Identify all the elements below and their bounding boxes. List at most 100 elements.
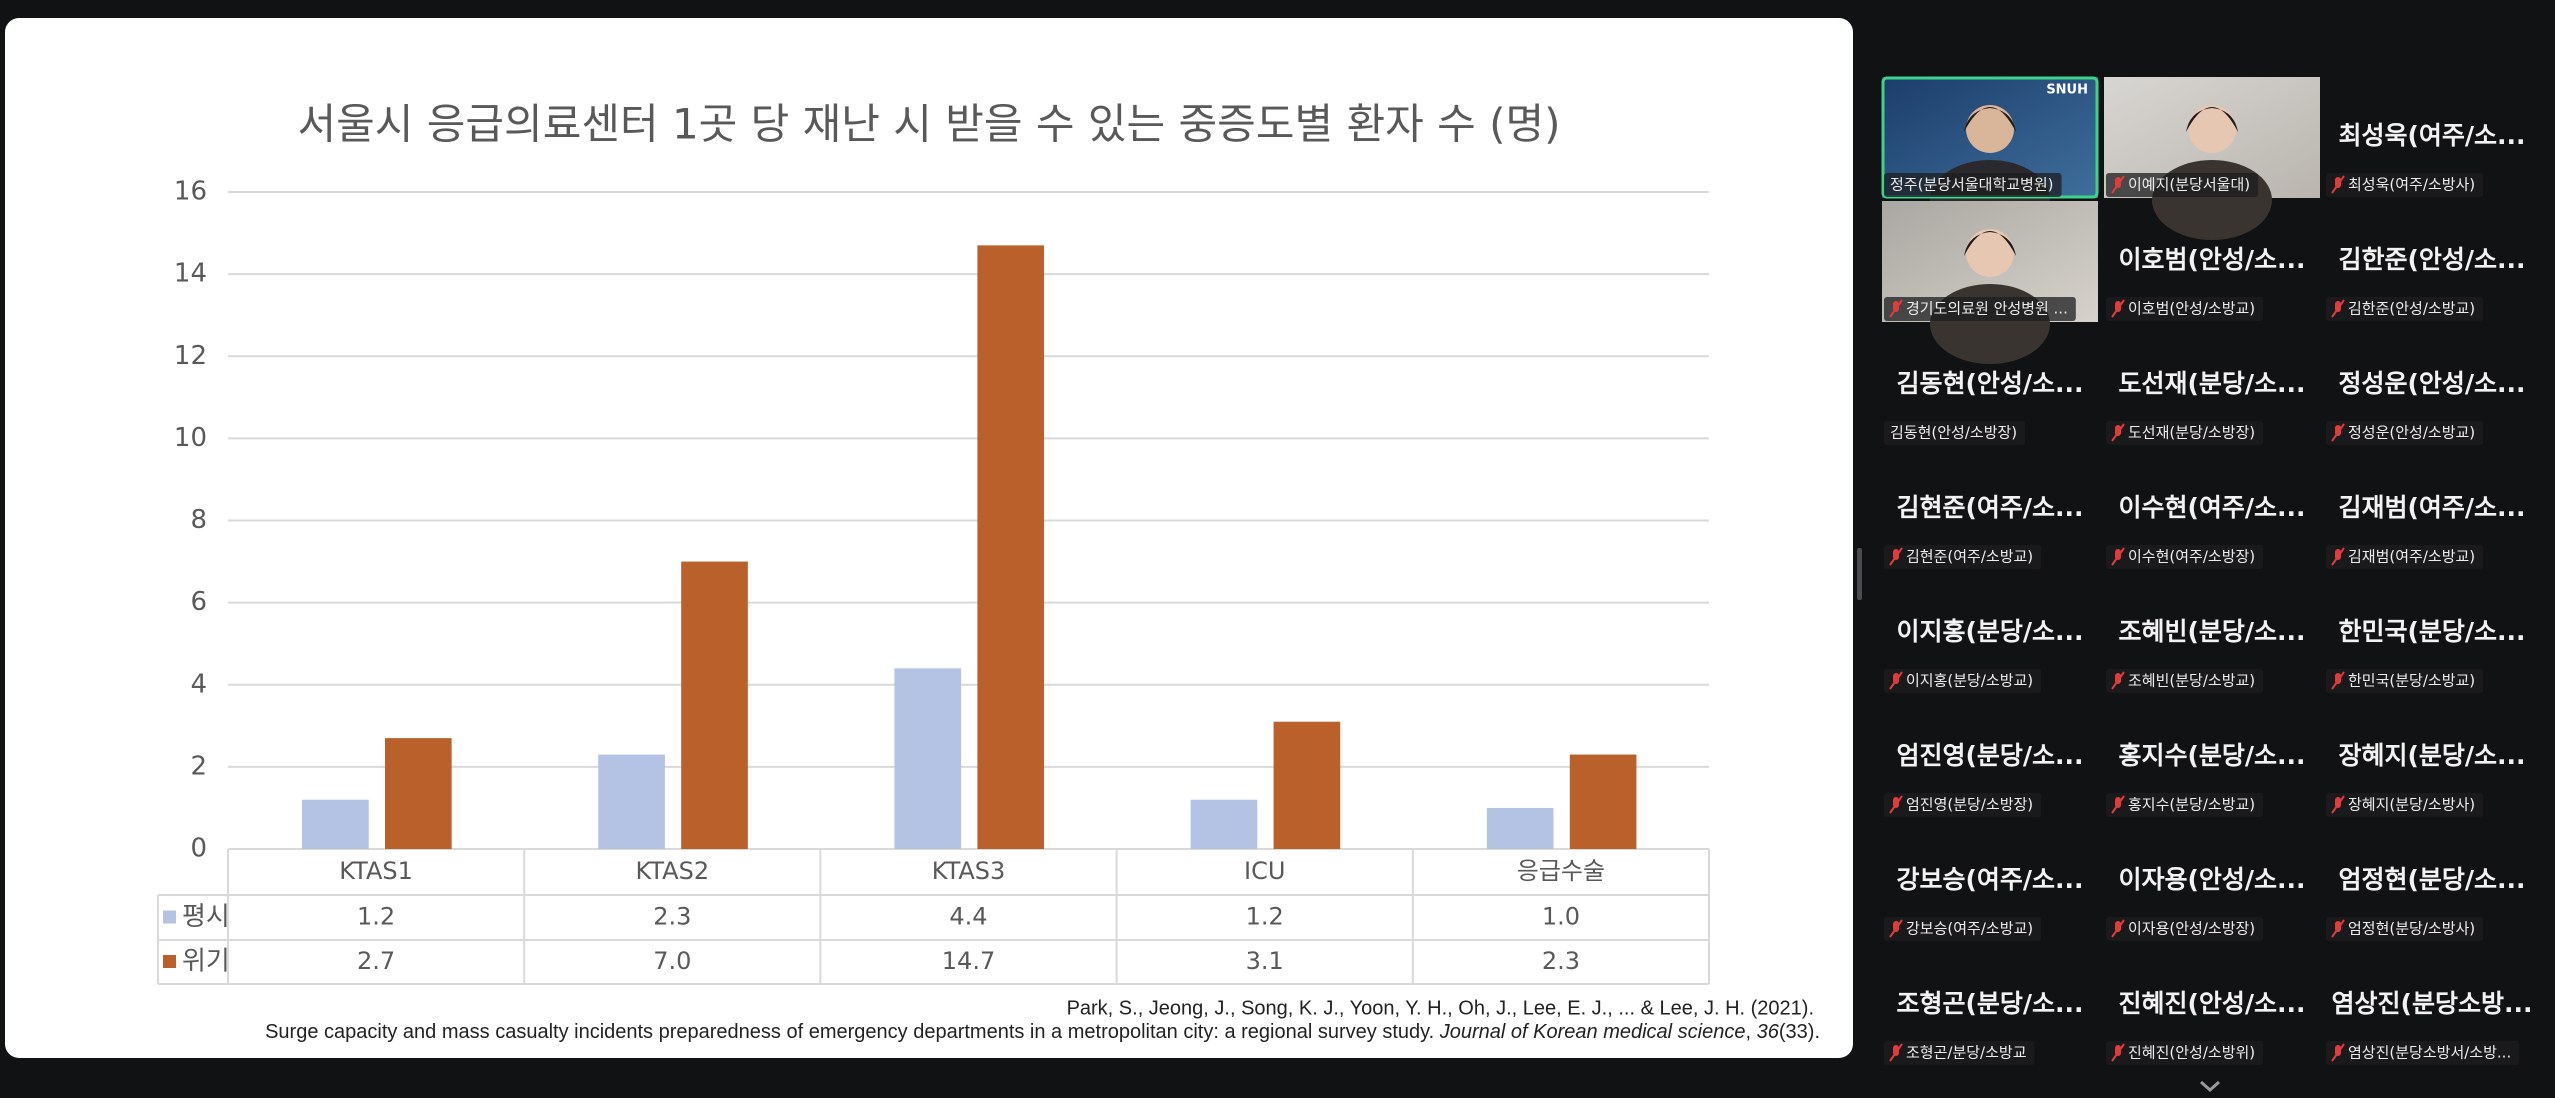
participant-tile[interactable]: 조형곤(분당/소... 조형곤/분당/소방교	[1884, 989, 2084, 1065]
participant-label: 장혜지(분당/소방사)	[2348, 796, 2475, 814]
participant-tile[interactable]: 정성운(안성/소... 정성운(안성/소방교)	[2326, 369, 2526, 445]
label-background	[2326, 669, 2484, 693]
participant-tile[interactable]: 염상진(분당소방... 염상진(분당소방서/소방...	[2326, 989, 2532, 1065]
participant-label: 정성운(안성/소방교)	[2348, 424, 2475, 442]
muted-icon	[2331, 1043, 2345, 1062]
y-tick-label: 8	[190, 505, 207, 535]
legend-swatch	[163, 910, 176, 924]
participant-tile[interactable]: 이자용(안성/소... 이자용(안성/소방장)	[2106, 865, 2306, 941]
participant-tile[interactable]: 조혜빈(분당/소... 조혜빈(분당/소방교)	[2106, 617, 2306, 693]
participant-label: 이자용(안성/소방장)	[2128, 920, 2255, 938]
participant-tile[interactable]: 이지홍(분당/소... 이지홍(분당/소방교)	[1884, 617, 2084, 693]
bar	[977, 245, 1045, 850]
data-table-value: 14.7	[942, 947, 995, 975]
participant-tile[interactable]: 김현준(여주/소... 김현준(여주/소방교)	[1884, 493, 2084, 569]
muted-icon	[2111, 175, 2125, 194]
participant-label: 엄정현(분당/소방사)	[2348, 920, 2475, 938]
bar	[302, 799, 369, 849]
label-background	[2326, 917, 2484, 941]
participant-name: 김한준(안성/소...	[2338, 245, 2525, 274]
x-tick-label: KTAS3	[932, 857, 1006, 885]
label-background	[1884, 297, 2076, 321]
muted-icon	[2111, 795, 2125, 814]
participant-tile[interactable]: 이호범(안성/소... 이호범(안성/소방교)	[2106, 245, 2306, 321]
data-table-value: 2.7	[357, 947, 395, 975]
participant-tile[interactable]: 김한준(안성/소... 김한준(안성/소방교)	[2326, 245, 2526, 321]
participant-tile[interactable]: 도선재(분당/소... 도선재(분당/소방장)	[2106, 369, 2306, 445]
label-background	[2326, 297, 2484, 321]
participant-tile[interactable]: 이수현(여주/소... 이수현(여주/소방장)	[2106, 493, 2306, 569]
participant-tile[interactable]: 김동현(안성/소... 김동현(안성/소방장)	[1884, 369, 2084, 445]
participant-name: 엄진영(분당/소...	[1896, 741, 2083, 770]
participant-label: 김동현(안성/소방장)	[1890, 424, 2017, 442]
participant-label: 이수현(여주/소방장)	[2128, 548, 2255, 566]
participant-name: 김동현(안성/소...	[1896, 369, 2083, 398]
x-tick-label: KTAS1	[339, 857, 413, 885]
participant-name: 이수현(여주/소...	[2118, 493, 2305, 522]
label-background	[2106, 421, 2264, 445]
label-background	[1884, 173, 2062, 197]
muted-icon	[2331, 671, 2345, 690]
participant-tile[interactable]: 경기도의료원 안성병원 ...	[1882, 201, 2098, 364]
citation-text: (33).	[1779, 1021, 1820, 1043]
participant-tile[interactable]: 최성욱(여주/소... 최성욱(여주/소방사)	[2326, 121, 2526, 197]
person	[2152, 160, 2272, 240]
participant-label: 김현준(여주/소방교)	[1906, 548, 2033, 566]
person	[1930, 284, 2050, 364]
y-tick-label: 2	[190, 751, 207, 781]
participant-tile[interactable]: 엄진영(분당/소... 엄진영(분당/소방장)	[1884, 741, 2084, 817]
participant-tile[interactable]: 김재범(여주/소... 김재범(여주/소방교)	[2326, 493, 2526, 569]
citation: Surge capacity and mass casualty inciden…	[265, 1021, 1820, 1043]
muted-icon	[2111, 299, 2125, 318]
label-background	[2106, 173, 2259, 197]
label-background	[2106, 917, 2264, 941]
data-table-value: 2.3	[653, 903, 691, 931]
participant-name: 이지홍(분당/소...	[1896, 617, 2083, 646]
bar	[1273, 721, 1341, 849]
participant-tile[interactable]: 진혜진(안성/소... 진혜진(안성/소방위)	[2106, 989, 2306, 1065]
scroll-down-chevron[interactable]	[2200, 1080, 2220, 1093]
label-background	[2326, 1041, 2520, 1065]
y-tick-label: 14	[174, 259, 207, 289]
muted-icon	[1889, 795, 1903, 814]
participant-tile[interactable]: 장혜지(분당/소... 장혜지(분당/소방사)	[2326, 741, 2526, 817]
label-background	[1884, 917, 2042, 941]
participant-label: 진혜진(안성/소방위)	[2128, 1044, 2255, 1062]
participant-tile[interactable]: 홍지수(분당/소... 홍지수(분당/소방교)	[2106, 741, 2306, 817]
muted-icon	[2111, 547, 2125, 566]
data-table-value: 2.3	[1542, 947, 1580, 975]
label-background	[2326, 173, 2484, 197]
participant-label: 강보승(여주/소방교)	[1906, 920, 2033, 938]
label-background	[2326, 545, 2484, 569]
participant-tile[interactable]: 한민국(분당/소... 한민국(분당/소방교)	[2326, 617, 2526, 693]
label-background	[1884, 669, 2042, 693]
label-background	[2106, 297, 2264, 321]
muted-icon	[1889, 299, 1903, 318]
citation: Park, S., Jeong, J., Song, K. J., Yoon, …	[1067, 997, 1814, 1019]
x-tick-label: KTAS2	[636, 857, 710, 885]
data-table-value: 1.2	[357, 903, 395, 931]
participant-tile[interactable]: 강보승(여주/소... 강보승(여주/소방교)	[1884, 865, 2084, 941]
panel-resize-handle[interactable]	[1857, 548, 1862, 600]
label-background	[1884, 545, 2042, 569]
muted-icon	[1889, 547, 1903, 566]
y-tick-label: 4	[190, 669, 207, 699]
muted-icon	[2331, 795, 2345, 814]
participant-name: 이자용(안성/소...	[2118, 865, 2305, 894]
participant-tile[interactable]: 이예지(분당서울대)	[2104, 77, 2320, 240]
citation-text: ,	[1746, 1021, 1757, 1043]
y-tick-label: 6	[190, 587, 207, 617]
label-background	[2106, 669, 2264, 693]
participant-name: 한민국(분당/소...	[2338, 617, 2525, 646]
participant-tile[interactable]: 엄정현(분당/소... 엄정현(분당/소방사)	[2326, 865, 2526, 941]
participant-label: 이지홍(분당/소방교)	[1906, 672, 2033, 690]
muted-icon	[2331, 299, 2345, 318]
citation-volume: 36	[1757, 1021, 1780, 1043]
person-hair	[1964, 107, 2016, 132]
muted-icon	[2331, 423, 2345, 442]
participant-label: 정주(분당서울대학교병원)	[1890, 176, 2054, 194]
participant-label: 도선재(분당/소방장)	[2128, 424, 2255, 442]
shared-slide	[5, 18, 1853, 1058]
participant-name: 강보승(여주/소...	[1896, 865, 2083, 894]
